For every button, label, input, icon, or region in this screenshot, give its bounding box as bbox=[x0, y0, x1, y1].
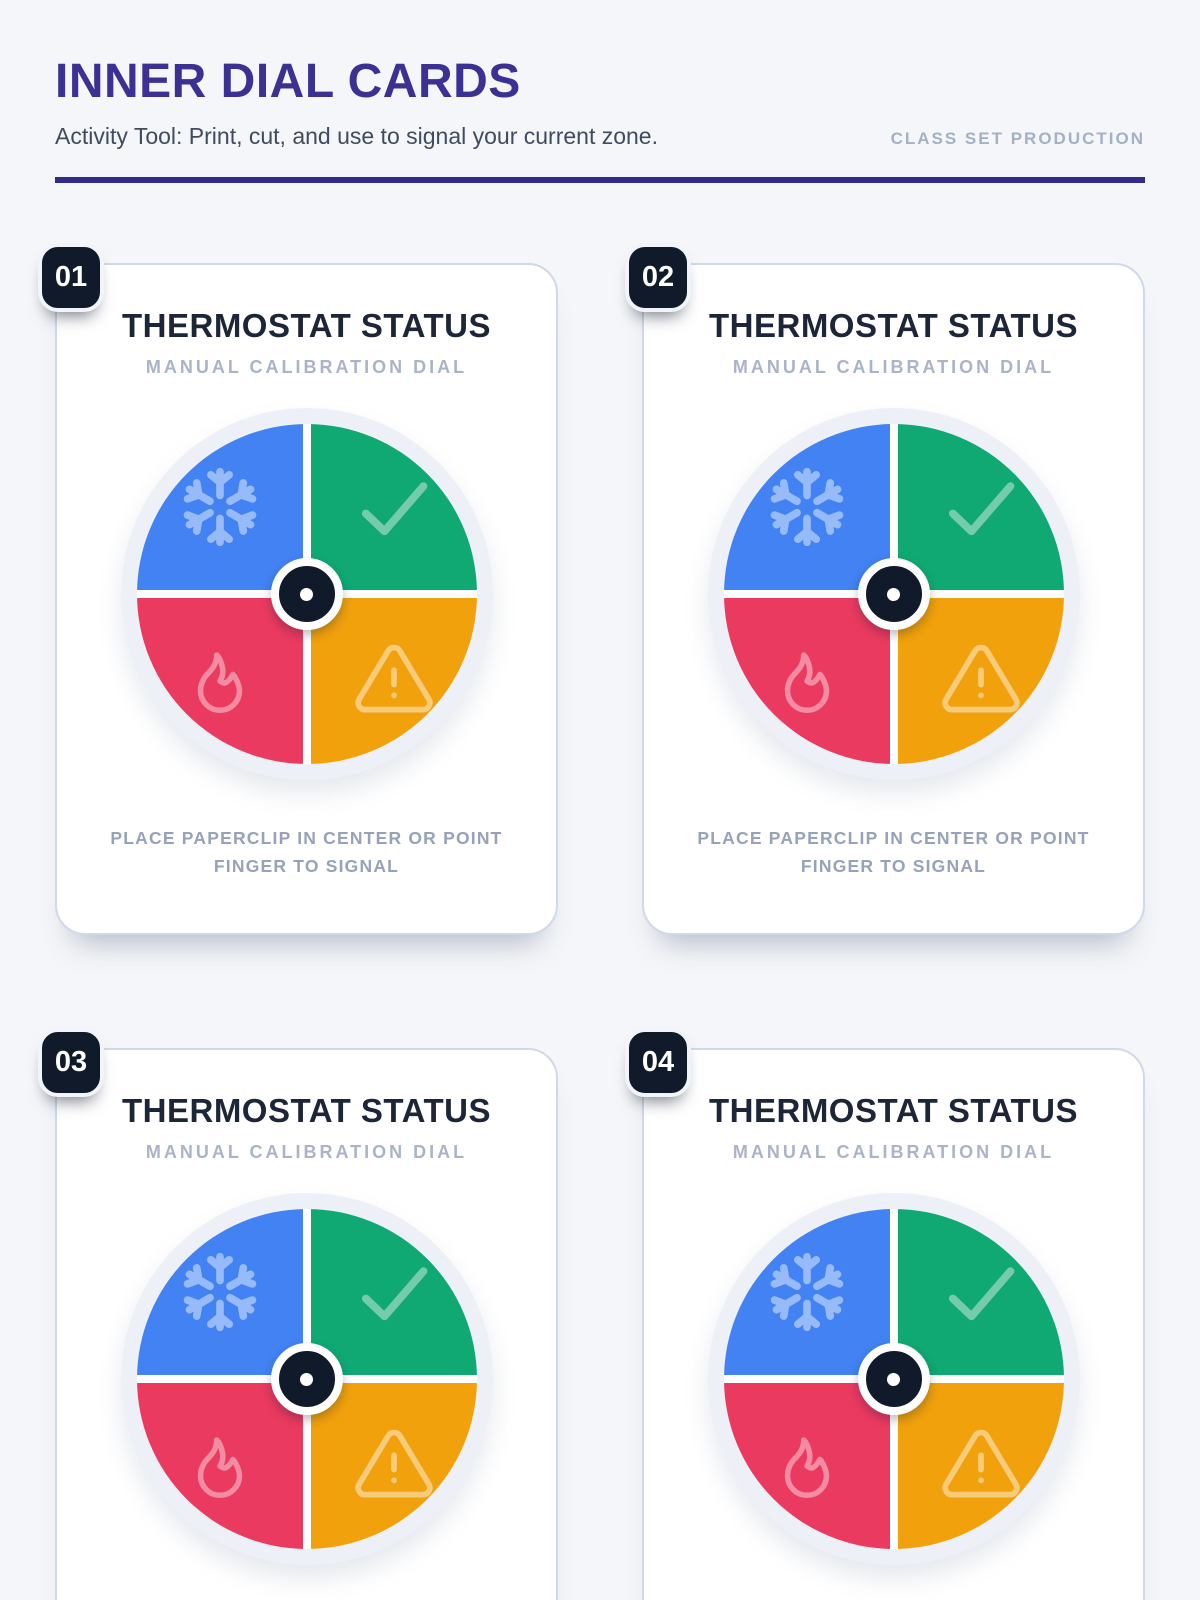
hub-center-dot bbox=[300, 1372, 313, 1386]
card-instruction: PLACE PAPERCLIP IN CENTER OR POINT FINGE… bbox=[697, 828, 1090, 876]
dial-quadrants bbox=[723, 1209, 1064, 1549]
thermostat-dial bbox=[707, 1193, 1080, 1565]
page-header: INNER DIAL CARDS Activity Tool: Print, c… bbox=[0, 0, 1200, 183]
thermostat-dial bbox=[707, 408, 1080, 780]
card-title: THERMOSTAT STATUS bbox=[121, 1092, 492, 1129]
dial-zone-cold bbox=[136, 1209, 303, 1375]
card-number-badge: 01 bbox=[38, 243, 104, 312]
card-number-badge: 02 bbox=[625, 243, 691, 312]
dial-hub bbox=[270, 558, 343, 630]
dial-hub bbox=[270, 1343, 343, 1415]
dial-card: 02 THERMOSTAT STATUS MANUAL CALIBRATION … bbox=[625, 243, 1145, 935]
header-divider bbox=[55, 177, 1145, 183]
dial-zone-warning bbox=[310, 598, 477, 764]
card-subtitle: MANUAL CALIBRATION DIAL bbox=[145, 357, 468, 377]
dial-hub bbox=[857, 1343, 930, 1415]
dial-zone-comfortable bbox=[310, 424, 477, 590]
snowflake-icon bbox=[174, 461, 266, 553]
hub-center-dot bbox=[887, 1372, 900, 1386]
alert-triangle-icon bbox=[351, 1423, 437, 1509]
dial-zone-warning bbox=[310, 1383, 477, 1549]
dial-card: 03 THERMOSTAT STATUS MANUAL CALIBRATION … bbox=[38, 1028, 558, 1600]
flame-icon bbox=[181, 642, 259, 720]
card-number-badge: 03 bbox=[38, 1028, 104, 1097]
page-title: INNER DIAL CARDS bbox=[55, 55, 521, 108]
dial-zone-comfortable bbox=[897, 1209, 1064, 1375]
snowflake-icon bbox=[174, 1246, 266, 1338]
header-subrow: Activity Tool: Print, cut, and use to si… bbox=[55, 123, 1145, 150]
dial-quadrants bbox=[136, 1209, 477, 1549]
card-title: THERMOSTAT STATUS bbox=[708, 1092, 1079, 1129]
dial-card: 01 THERMOSTAT STATUS MANUAL CALIBRATION … bbox=[38, 243, 558, 935]
card-title: THERMOSTAT STATUS bbox=[121, 307, 492, 344]
check-icon bbox=[342, 455, 446, 559]
card-subtitle: MANUAL CALIBRATION DIAL bbox=[732, 1142, 1055, 1162]
snowflake-icon bbox=[761, 1246, 853, 1338]
dial-zone-hot bbox=[136, 598, 303, 764]
card-instruction: PLACE PAPERCLIP IN CENTER OR POINT FINGE… bbox=[110, 828, 503, 876]
dial-zone-cold bbox=[723, 1209, 890, 1375]
dial-hub bbox=[857, 558, 930, 630]
card-title: THERMOSTAT STATUS bbox=[708, 307, 1079, 344]
dial-zone-comfortable bbox=[310, 1209, 477, 1375]
check-icon bbox=[929, 455, 1033, 559]
flame-icon bbox=[181, 1427, 259, 1505]
thermostat-dial bbox=[120, 1193, 493, 1565]
flame-icon bbox=[768, 1427, 846, 1505]
check-icon bbox=[929, 1240, 1033, 1344]
snowflake-icon bbox=[761, 461, 853, 553]
dial-zone-warning bbox=[897, 598, 1064, 764]
card-number-badge: 04 bbox=[625, 1028, 691, 1097]
thermostat-dial bbox=[120, 408, 493, 780]
card-subtitle: MANUAL CALIBRATION DIAL bbox=[732, 357, 1055, 377]
hub-center-dot bbox=[300, 587, 313, 601]
dial-card: 04 THERMOSTAT STATUS MANUAL CALIBRATION … bbox=[625, 1028, 1145, 1600]
cards-grid: 01 THERMOSTAT STATUS MANUAL CALIBRATION … bbox=[38, 243, 1145, 1600]
dial-zone-comfortable bbox=[897, 424, 1064, 590]
dial-zone-warning bbox=[897, 1383, 1064, 1549]
alert-triangle-icon bbox=[351, 638, 437, 724]
alert-triangle-icon bbox=[938, 638, 1024, 724]
dial-zone-cold bbox=[723, 424, 890, 590]
check-icon bbox=[342, 1240, 446, 1344]
dial-zone-hot bbox=[723, 1383, 890, 1549]
flame-icon bbox=[768, 642, 846, 720]
production-label: CLASS SET PRODUCTION bbox=[890, 129, 1145, 148]
card-subtitle: MANUAL CALIBRATION DIAL bbox=[145, 1142, 468, 1162]
dial-zone-hot bbox=[136, 1383, 303, 1549]
page-subtitle: Activity Tool: Print, cut, and use to si… bbox=[55, 123, 658, 149]
alert-triangle-icon bbox=[938, 1423, 1024, 1509]
dial-zone-hot bbox=[723, 598, 890, 764]
hub-center-dot bbox=[887, 587, 900, 601]
dial-zone-cold bbox=[136, 424, 303, 590]
